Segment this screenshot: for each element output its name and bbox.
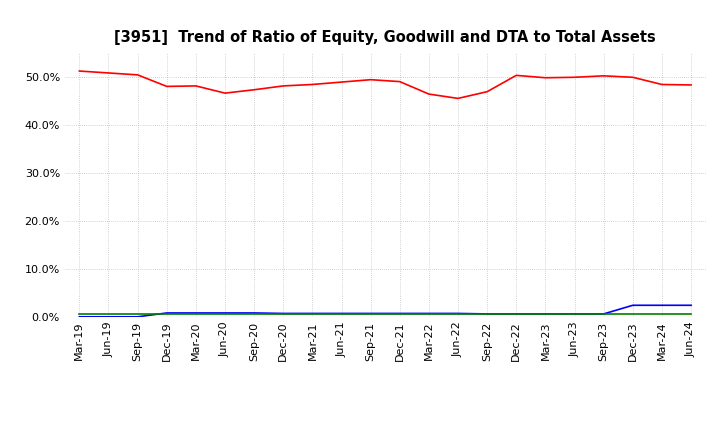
Deferred Tax Assets — [220, 312, 229, 317]
Goodwill — [629, 303, 637, 308]
Equity — [250, 87, 258, 92]
Deferred Tax Assets — [483, 312, 492, 317]
Deferred Tax Assets — [104, 312, 113, 317]
Deferred Tax Assets — [541, 312, 550, 317]
Equity — [541, 75, 550, 81]
Goodwill — [599, 311, 608, 316]
Equity — [629, 75, 637, 80]
Deferred Tax Assets — [192, 312, 200, 317]
Deferred Tax Assets — [657, 312, 666, 317]
Goodwill — [541, 311, 550, 316]
Deferred Tax Assets — [599, 312, 608, 317]
Goodwill — [512, 311, 521, 316]
Goodwill — [75, 314, 84, 319]
Deferred Tax Assets — [425, 312, 433, 317]
Deferred Tax Assets — [133, 312, 142, 317]
Goodwill — [687, 303, 696, 308]
Deferred Tax Assets — [570, 312, 579, 317]
Equity — [337, 80, 346, 85]
Deferred Tax Assets — [395, 312, 404, 317]
Deferred Tax Assets — [308, 312, 317, 317]
Goodwill — [133, 314, 142, 319]
Deferred Tax Assets — [454, 312, 462, 317]
Deferred Tax Assets — [279, 312, 287, 317]
Goodwill — [337, 311, 346, 316]
Equity — [220, 91, 229, 96]
Goodwill — [308, 311, 317, 316]
Goodwill — [366, 311, 375, 316]
Equity — [163, 84, 171, 89]
Goodwill — [220, 310, 229, 315]
Equity — [395, 79, 404, 84]
Equity — [599, 73, 608, 78]
Line: Equity: Equity — [79, 71, 691, 99]
Equity — [425, 92, 433, 97]
Deferred Tax Assets — [250, 312, 258, 317]
Title: [3951]  Trend of Ratio of Equity, Goodwill and DTA to Total Assets: [3951] Trend of Ratio of Equity, Goodwil… — [114, 29, 656, 45]
Line: Goodwill: Goodwill — [79, 305, 691, 317]
Goodwill — [250, 310, 258, 315]
Goodwill — [279, 311, 287, 316]
Equity — [192, 83, 200, 88]
Equity — [104, 70, 113, 76]
Equity — [75, 68, 84, 73]
Equity — [687, 82, 696, 88]
Deferred Tax Assets — [512, 312, 521, 317]
Equity — [308, 82, 317, 87]
Equity — [570, 75, 579, 80]
Equity — [454, 96, 462, 101]
Goodwill — [425, 311, 433, 316]
Deferred Tax Assets — [687, 312, 696, 317]
Deferred Tax Assets — [366, 312, 375, 317]
Deferred Tax Assets — [629, 312, 637, 317]
Deferred Tax Assets — [163, 312, 171, 317]
Goodwill — [657, 303, 666, 308]
Equity — [133, 72, 142, 77]
Goodwill — [483, 311, 492, 316]
Deferred Tax Assets — [75, 312, 84, 317]
Equity — [483, 89, 492, 94]
Goodwill — [163, 310, 171, 315]
Goodwill — [395, 311, 404, 316]
Goodwill — [454, 311, 462, 316]
Deferred Tax Assets — [337, 312, 346, 317]
Goodwill — [192, 310, 200, 315]
Goodwill — [104, 314, 113, 319]
Equity — [366, 77, 375, 82]
Goodwill — [570, 311, 579, 316]
Equity — [512, 73, 521, 78]
Equity — [279, 83, 287, 88]
Equity — [657, 82, 666, 87]
